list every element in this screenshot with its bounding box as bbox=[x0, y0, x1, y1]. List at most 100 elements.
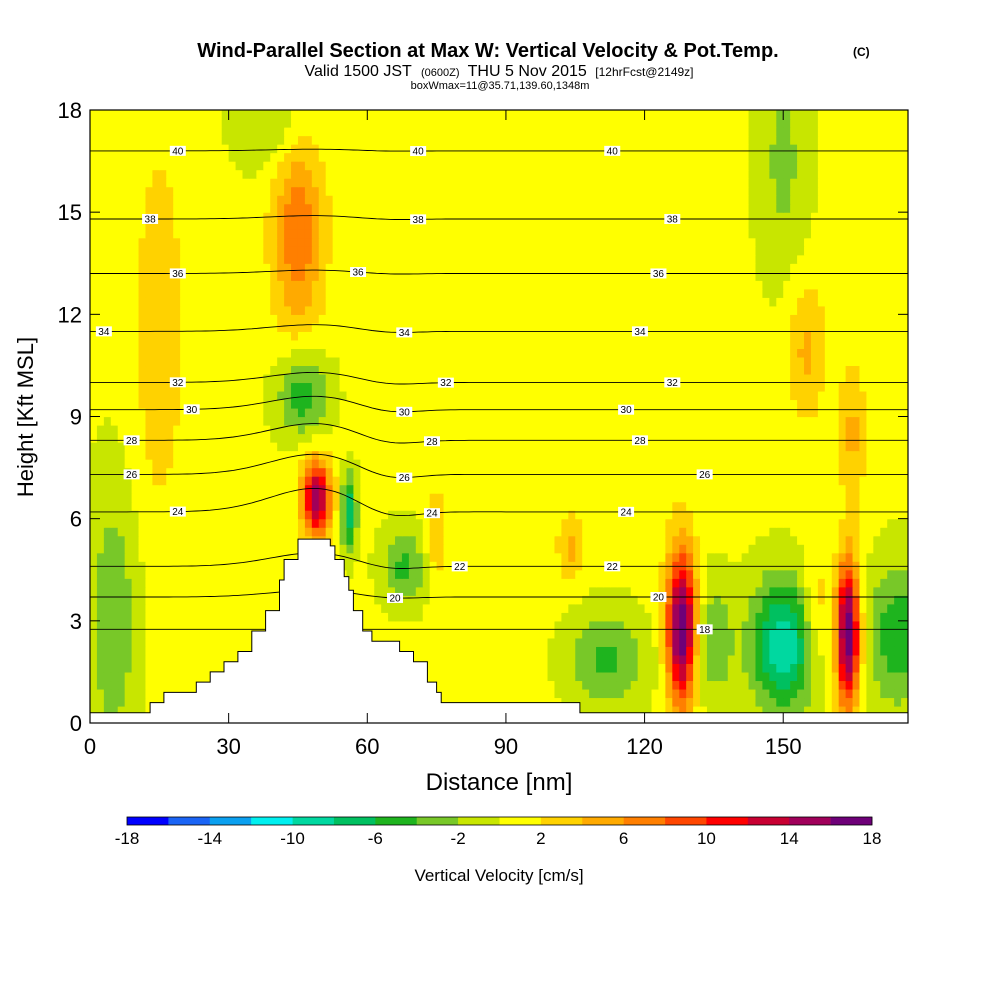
velocity-cell bbox=[339, 518, 348, 528]
velocity-cell bbox=[408, 450, 417, 460]
velocity-cell bbox=[845, 365, 854, 375]
velocity-cell bbox=[845, 493, 854, 503]
velocity-cell bbox=[117, 433, 126, 443]
velocity-cell bbox=[859, 603, 867, 613]
velocity-cell bbox=[200, 603, 209, 613]
velocity-cell bbox=[464, 467, 472, 477]
velocity-cell bbox=[797, 425, 805, 435]
velocity-cell bbox=[720, 373, 729, 384]
velocity-cell bbox=[478, 586, 486, 596]
velocity-cell bbox=[166, 578, 174, 588]
velocity-cell bbox=[145, 493, 153, 503]
velocity-cell bbox=[429, 663, 438, 673]
velocity-cell bbox=[665, 663, 673, 673]
velocity-cell bbox=[824, 382, 833, 392]
velocity-cell bbox=[388, 365, 396, 375]
velocity-cell bbox=[193, 356, 202, 367]
velocity-cell bbox=[554, 688, 562, 699]
velocity-cell bbox=[214, 578, 223, 588]
velocity-cell bbox=[429, 671, 438, 682]
velocity-cell bbox=[630, 425, 639, 435]
velocity-cell bbox=[727, 399, 736, 409]
velocity-cell bbox=[887, 493, 895, 503]
velocity-cell bbox=[242, 450, 251, 460]
velocity-cell bbox=[658, 637, 666, 647]
velocity-cell bbox=[609, 467, 618, 477]
velocity-cell bbox=[720, 390, 729, 401]
velocity-cell bbox=[575, 688, 583, 699]
velocity-cell bbox=[824, 629, 833, 639]
velocity-cell bbox=[193, 399, 202, 409]
velocity-cell bbox=[887, 373, 895, 384]
velocity-cell bbox=[353, 493, 361, 503]
velocity-cell bbox=[519, 569, 528, 579]
velocity-cell bbox=[762, 399, 770, 409]
velocity-cell bbox=[228, 484, 237, 494]
velocity-cell bbox=[630, 450, 639, 460]
velocity-cell bbox=[776, 671, 784, 682]
velocity-cell bbox=[110, 390, 119, 401]
velocity-cell bbox=[499, 578, 507, 588]
velocity-cell bbox=[110, 620, 119, 630]
velocity-cell bbox=[665, 654, 673, 664]
velocity-cell bbox=[464, 569, 472, 579]
velocity-cell bbox=[187, 552, 195, 562]
velocity-cell bbox=[471, 476, 479, 486]
velocity-cell bbox=[96, 646, 105, 656]
velocity-cell bbox=[131, 476, 140, 486]
velocity-cell bbox=[817, 578, 826, 588]
velocity-cell bbox=[741, 569, 750, 579]
velocity-cell bbox=[478, 459, 486, 469]
velocity-cell bbox=[589, 705, 597, 716]
velocity-cell bbox=[173, 493, 181, 503]
velocity-cell bbox=[138, 442, 147, 452]
velocity-cell bbox=[200, 356, 209, 367]
velocity-cell bbox=[485, 612, 493, 622]
velocity-cell bbox=[485, 518, 493, 528]
velocity-cell bbox=[270, 510, 278, 520]
velocity-cell bbox=[686, 595, 694, 605]
velocity-cell bbox=[741, 544, 750, 554]
velocity-cell bbox=[533, 407, 542, 418]
velocity-cell bbox=[415, 399, 424, 409]
velocity-cell bbox=[512, 476, 521, 486]
velocity-cell bbox=[824, 510, 833, 520]
velocity-cell bbox=[221, 552, 230, 562]
velocity-cell bbox=[540, 612, 549, 622]
velocity-cell bbox=[741, 612, 750, 622]
velocity-cell bbox=[152, 654, 160, 664]
velocity-cell bbox=[665, 425, 673, 435]
velocity-cell bbox=[96, 705, 105, 716]
velocity-cell bbox=[263, 433, 271, 443]
velocity-cell bbox=[783, 476, 791, 486]
velocity-cell bbox=[602, 510, 611, 520]
velocity-cell bbox=[797, 586, 805, 596]
velocity-cell bbox=[381, 586, 389, 596]
velocity-cell bbox=[658, 527, 666, 537]
velocity-cell bbox=[110, 365, 119, 375]
velocity-cell bbox=[769, 561, 777, 571]
velocity-cell bbox=[505, 578, 514, 588]
velocity-cell bbox=[783, 552, 791, 562]
velocity-cell bbox=[582, 705, 590, 716]
velocity-cell bbox=[630, 578, 639, 588]
velocity-cell bbox=[658, 697, 666, 707]
velocity-cell bbox=[533, 697, 542, 707]
velocity-cell bbox=[360, 518, 368, 528]
velocity-cell bbox=[110, 425, 119, 435]
velocity-cell bbox=[589, 365, 597, 375]
velocity-cell bbox=[519, 680, 528, 690]
velocity-cell bbox=[249, 501, 257, 511]
velocity-cell bbox=[686, 510, 694, 520]
velocity-cell bbox=[859, 442, 867, 452]
velocity-cell bbox=[471, 433, 479, 443]
velocity-cell bbox=[568, 510, 576, 520]
velocity-cell bbox=[568, 493, 576, 503]
velocity-cell bbox=[492, 510, 500, 520]
velocity-cell bbox=[845, 620, 854, 630]
velocity-cell bbox=[686, 705, 694, 716]
velocity-cell bbox=[401, 442, 410, 452]
velocity-cell bbox=[270, 373, 278, 384]
velocity-cell bbox=[193, 544, 202, 554]
velocity-cell bbox=[706, 595, 715, 605]
